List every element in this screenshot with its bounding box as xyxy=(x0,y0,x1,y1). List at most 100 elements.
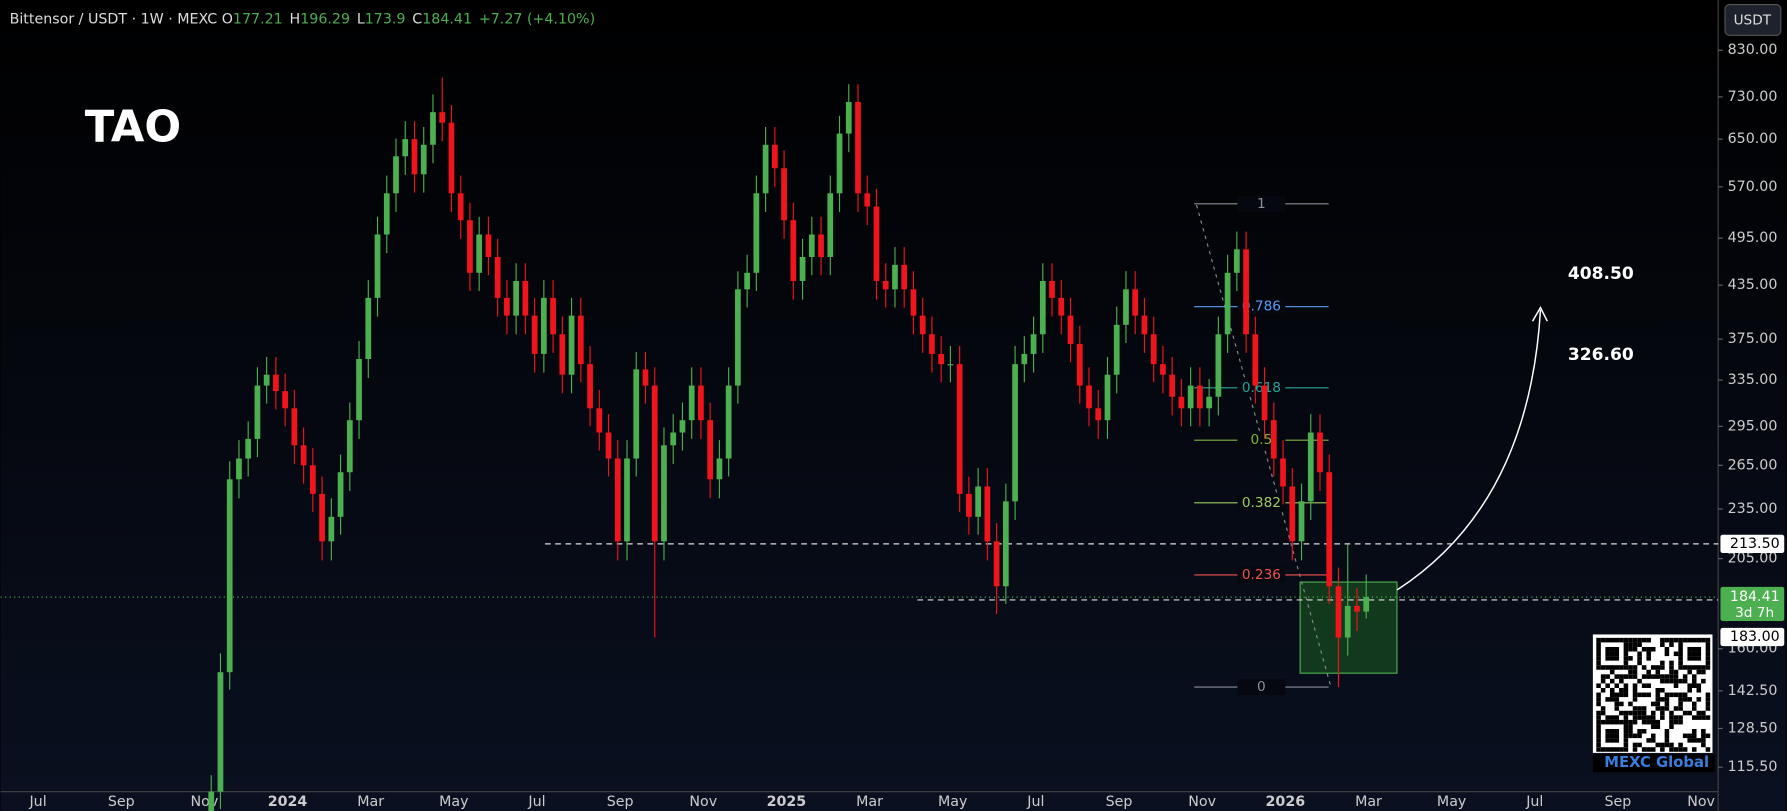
qr-cell xyxy=(1678,692,1683,698)
qr-cell xyxy=(1705,656,1711,661)
qr-cell xyxy=(1687,710,1692,716)
candle-body xyxy=(818,234,824,257)
qr-cell xyxy=(1596,742,1601,748)
qr-cell xyxy=(1687,733,1692,739)
candle-body xyxy=(827,193,834,257)
qr-cell xyxy=(1646,656,1651,661)
candle-body xyxy=(559,334,566,375)
y-tick-label: 265.00 xyxy=(1728,457,1778,473)
candle-body xyxy=(1344,605,1351,638)
qr-cell xyxy=(1596,692,1601,698)
qr-cell xyxy=(1637,728,1642,734)
qr-cell xyxy=(1623,692,1629,698)
candle-body xyxy=(735,289,741,386)
candle-body xyxy=(430,112,436,145)
qr-cell xyxy=(1669,747,1674,752)
qr-cell xyxy=(1614,738,1620,743)
qr-cell xyxy=(1664,692,1670,698)
candle-body xyxy=(1298,501,1305,542)
qr-cell xyxy=(1596,683,1601,688)
qr-cell xyxy=(1596,656,1601,661)
qr-cell xyxy=(1628,728,1633,734)
candle-body xyxy=(263,374,270,386)
qr-cell xyxy=(1614,665,1620,670)
qr-cell xyxy=(1623,683,1629,688)
candle-body xyxy=(1289,486,1296,542)
qr-cell xyxy=(1664,646,1670,652)
fib-label: 0.786 xyxy=(1242,299,1281,315)
qr-cell xyxy=(1682,678,1688,684)
qr-cell xyxy=(1687,665,1692,670)
qr-cell xyxy=(1619,678,1624,684)
qr-cell xyxy=(1641,683,1647,688)
qr-cell xyxy=(1637,706,1642,711)
qr-cell xyxy=(1646,651,1651,657)
qr-cell xyxy=(1623,710,1629,716)
price-tag-bg xyxy=(1720,627,1785,647)
candle-body xyxy=(476,234,483,273)
candle-body xyxy=(753,193,760,273)
qr-cell xyxy=(1605,665,1610,670)
qr-cell xyxy=(1609,692,1615,698)
qr-cell xyxy=(1673,747,1679,752)
candle-body xyxy=(467,220,473,273)
qr-cell xyxy=(1673,706,1679,711)
candle-body xyxy=(1132,289,1139,316)
qr-cell xyxy=(1623,656,1629,661)
qr-cell xyxy=(1623,747,1629,752)
price-tag: 213.50 xyxy=(1730,536,1780,552)
qr-cell xyxy=(1637,642,1642,647)
fib-label: 0.236 xyxy=(1242,567,1281,583)
qr-cell xyxy=(1628,674,1633,679)
qr-cell xyxy=(1596,660,1601,666)
candle-body xyxy=(577,315,584,365)
qr-cell xyxy=(1609,719,1615,725)
qr-cell xyxy=(1609,738,1615,743)
candle-body xyxy=(1270,420,1277,459)
y-tick-label: 730.00 xyxy=(1728,89,1778,105)
ohlc-value: 196.29 xyxy=(300,11,350,27)
candle-body xyxy=(337,472,344,517)
qr-cell xyxy=(1628,701,1633,707)
candle-body xyxy=(1280,458,1286,487)
qr-cell xyxy=(1687,637,1692,643)
qr-cell xyxy=(1628,646,1633,652)
qr-cell xyxy=(1696,651,1702,657)
qr-cell xyxy=(1632,710,1638,716)
qr-cell xyxy=(1605,646,1610,652)
candle-body xyxy=(383,193,390,235)
candle-body xyxy=(245,438,252,459)
qr-cell xyxy=(1596,637,1601,643)
qr-cell xyxy=(1678,656,1683,661)
fib-label: 0.5 xyxy=(1251,432,1273,448)
qr-cell xyxy=(1705,692,1711,698)
currency-button[interactable] xyxy=(1724,3,1782,36)
x-tick-label: Sep xyxy=(607,794,634,810)
candle-body xyxy=(966,493,972,517)
qr-cell xyxy=(1691,683,1697,688)
candle-body xyxy=(504,297,510,316)
qr-cell xyxy=(1691,646,1697,652)
candle-body xyxy=(707,420,714,480)
qr-cell xyxy=(1605,747,1610,752)
watermark: MEXC Global xyxy=(1604,754,1709,771)
qr-cell xyxy=(1596,728,1601,734)
qr-cell xyxy=(1641,692,1647,698)
currency-label[interactable]: USDT xyxy=(1734,13,1772,29)
header: Bittensor / USDT · 1W · MEXC O177.21 H196.… xyxy=(10,11,596,27)
qr-cell xyxy=(1701,738,1706,743)
qr-cell xyxy=(1673,715,1679,720)
qr-cell xyxy=(1609,687,1615,693)
qr-cell xyxy=(1600,678,1606,684)
candle-body xyxy=(1354,605,1360,612)
qr-cell xyxy=(1673,637,1679,643)
qr-cell xyxy=(1641,665,1647,670)
qr-cell xyxy=(1650,715,1656,720)
qr-cell xyxy=(1655,692,1661,698)
candle-body xyxy=(919,315,926,335)
qr-cell xyxy=(1614,733,1620,739)
qr-cell xyxy=(1623,642,1629,647)
candle-body xyxy=(568,315,575,375)
qr-cell xyxy=(1632,742,1638,748)
qr-cell xyxy=(1632,715,1638,720)
